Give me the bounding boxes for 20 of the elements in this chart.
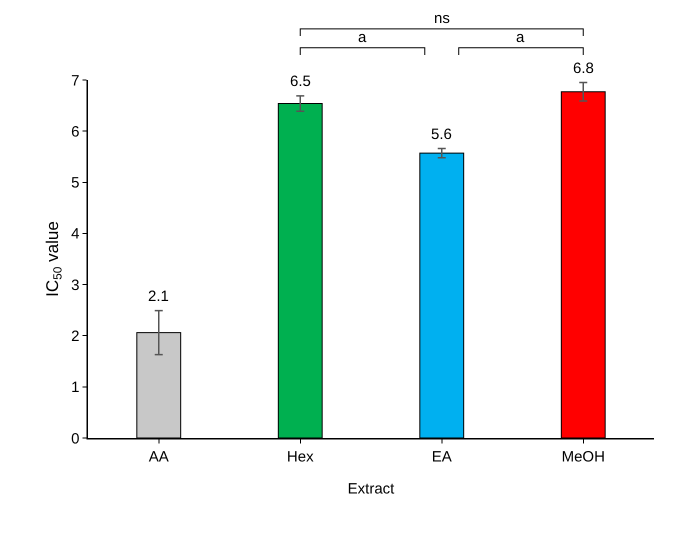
y-tick-label: 6 — [71, 123, 80, 140]
y-tick-label: 1 — [71, 379, 80, 396]
y-tick-label: 0 — [71, 430, 80, 448]
x-tick-label: MeOH — [562, 448, 605, 466]
x-tick-label: EA — [432, 448, 452, 466]
y-tick-label: 4 — [71, 226, 80, 243]
y-tick-label: 7 — [71, 72, 80, 90]
data-label: 5.6 — [431, 126, 452, 143]
text: ns — [434, 10, 450, 27]
y-tick-label: 5 — [71, 174, 80, 192]
x-axis-title: Extract — [348, 480, 396, 498]
x-tick-label: AA — [148, 448, 169, 466]
data-label: 6.8 — [573, 60, 594, 77]
text: a — [516, 29, 525, 46]
data-label: 2.1 — [148, 288, 169, 305]
text: a — [358, 29, 367, 46]
y-tick-label: 2 — [71, 328, 80, 345]
y-tick-label: 3 — [71, 276, 80, 294]
data-label: 6.5 — [290, 73, 311, 90]
x-tick-label: Hex — [286, 448, 314, 466]
